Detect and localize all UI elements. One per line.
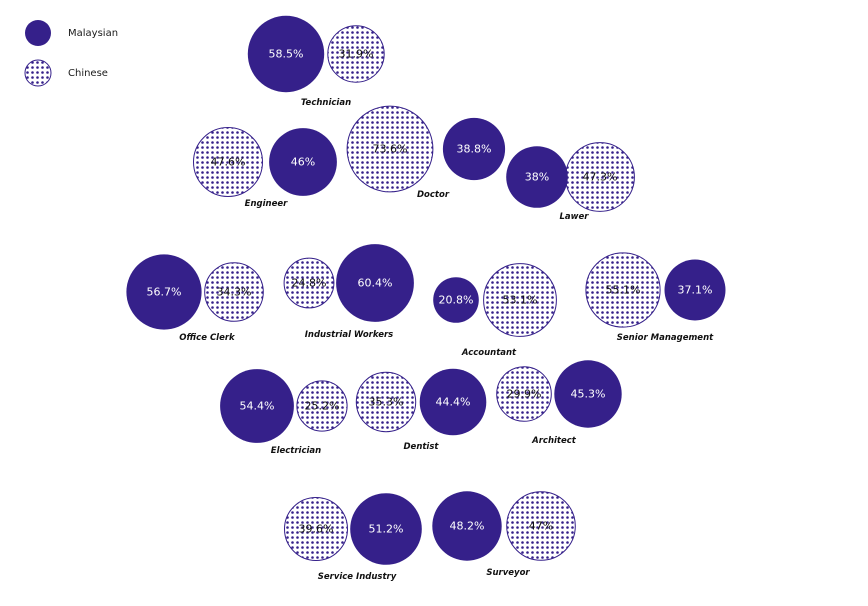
bubble-pair-industrial-workers: 60.4% 24.8% Industrial Workers	[283, 244, 414, 340]
category-label: Senior Management	[617, 333, 714, 343]
bubble-malaysian	[336, 244, 414, 322]
bubble-groups: 58.5% 31.9% Technician 46% 47.6% Engineer 38.8…	[126, 15, 726, 582]
bubble-pair-service-industry: 51.2% 39.6% Service Industry	[284, 493, 422, 582]
bubble-chinese	[283, 257, 335, 309]
value-label-malaysian: 58.5%	[269, 48, 304, 61]
bubble-malaysian	[419, 368, 487, 436]
bubble-chinese	[284, 497, 348, 561]
value-label-malaysian: 60.4%	[358, 277, 393, 290]
value-label-malaysian: 44.4%	[436, 396, 471, 409]
category-label: Lawer	[560, 212, 590, 222]
value-label-chinese: 35.3%	[369, 396, 404, 409]
bubble-malaysian	[350, 493, 422, 565]
bubble-malaysian	[442, 117, 506, 181]
legend: Malaysian Chinese	[24, 20, 118, 87]
legend-swatch-malaysian	[25, 20, 51, 46]
bubble-malaysian	[433, 277, 479, 323]
bubble-malaysian	[269, 128, 337, 196]
bubble-malaysian	[506, 146, 568, 208]
bubble-chinese	[565, 142, 635, 212]
bubble-chinese	[506, 491, 576, 561]
value-label-malaysian: 37.1%	[678, 284, 713, 297]
bubble-pair-electrician: 54.4% 25.2% Electrician	[220, 369, 348, 456]
bubble-malaysian	[220, 369, 294, 443]
bubble-chinese	[204, 262, 264, 322]
bubble-pair-doctor: 38.8% 73.6% Doctor	[346, 105, 506, 200]
bubble-chinese	[355, 371, 417, 433]
bubble-chinese	[483, 263, 557, 337]
value-label-chinese: 24.8%	[292, 277, 327, 290]
category-label: Electrician	[271, 446, 321, 456]
category-label: Accountant	[461, 348, 517, 358]
category-label: Architect	[531, 436, 577, 446]
value-label-chinese: 31.9%	[339, 48, 374, 61]
value-label-malaysian: 20.8%	[439, 294, 474, 307]
category-label: Service Industry	[318, 572, 397, 582]
bubble-malaysian	[554, 360, 622, 428]
value-label-chinese: 47%	[529, 520, 553, 533]
value-label-malaysian: 51.2%	[369, 523, 404, 536]
category-label: Surveyor	[486, 568, 530, 578]
bubble-pair-surveyor: 48.2% 47% Surveyor	[432, 491, 576, 578]
bubble-pair-architect: 45.3% 29.9% Architect	[496, 360, 622, 446]
value-label-chinese: 29.9%	[507, 388, 542, 401]
value-label-chinese: 34.3%	[217, 286, 252, 299]
bubble-pair-accountant: 20.8% 53.1% Accountant	[433, 263, 557, 358]
bubble-pair-lawer: 38% 47.3% Lawer	[506, 142, 635, 222]
category-label: Engineer	[245, 199, 288, 209]
value-label-malaysian: 54.4%	[240, 400, 275, 413]
value-label-chinese: 25.2%	[305, 400, 340, 413]
bubble-chinese	[496, 366, 552, 422]
bubble-chinese	[585, 252, 661, 328]
bubble-pair-office-clerk: 56.7% 34.3% Office Clerk	[126, 254, 264, 343]
value-label-chinese: 47.6%	[211, 156, 246, 169]
value-label-chinese: 39.6%	[299, 523, 334, 536]
value-label-malaysian: 45.3%	[571, 388, 606, 401]
legend-swatch-chinese	[24, 59, 52, 87]
category-label: Technician	[301, 98, 351, 108]
value-label-chinese: 47.3%	[583, 171, 618, 184]
bubble-chinese	[296, 380, 348, 432]
bubble-chinese	[193, 127, 263, 197]
value-label-chinese: 73.6%	[373, 143, 408, 156]
category-label: Industrial Workers	[305, 330, 394, 340]
bubble-pair-technician: 58.5% 31.9% Technician	[247, 15, 385, 108]
bubble-pair-engineer: 46% 47.6% Engineer	[193, 127, 337, 209]
value-label-malaysian: 46%	[291, 156, 315, 169]
bubble-pair-senior-management: 37.1% 55.1% Senior Management	[585, 252, 726, 343]
value-label-chinese: 55.1%	[606, 284, 641, 297]
bubble-malaysian	[126, 254, 202, 330]
value-label-malaysian: 48.2%	[450, 520, 485, 533]
bubble-malaysian	[432, 491, 502, 561]
category-label: Office Clerk	[179, 333, 236, 343]
legend-label-chinese: Chinese	[68, 68, 108, 79]
category-label: Dentist	[404, 442, 440, 452]
bubble-malaysian	[247, 15, 325, 93]
legend-label-malaysian: Malaysian	[68, 28, 118, 39]
bubble-pair-dentist: 44.4% 35.3% Dentist	[355, 368, 487, 452]
value-label-malaysian: 56.7%	[147, 286, 182, 299]
value-label-malaysian: 38.8%	[457, 143, 492, 156]
bubble-chinese	[346, 105, 434, 193]
category-label: Doctor	[417, 190, 450, 200]
bubble-malaysian	[664, 259, 726, 321]
value-label-chinese: 53.1%	[503, 294, 538, 307]
bubble-chinese	[327, 25, 385, 83]
value-label-malaysian: 38%	[525, 171, 549, 184]
